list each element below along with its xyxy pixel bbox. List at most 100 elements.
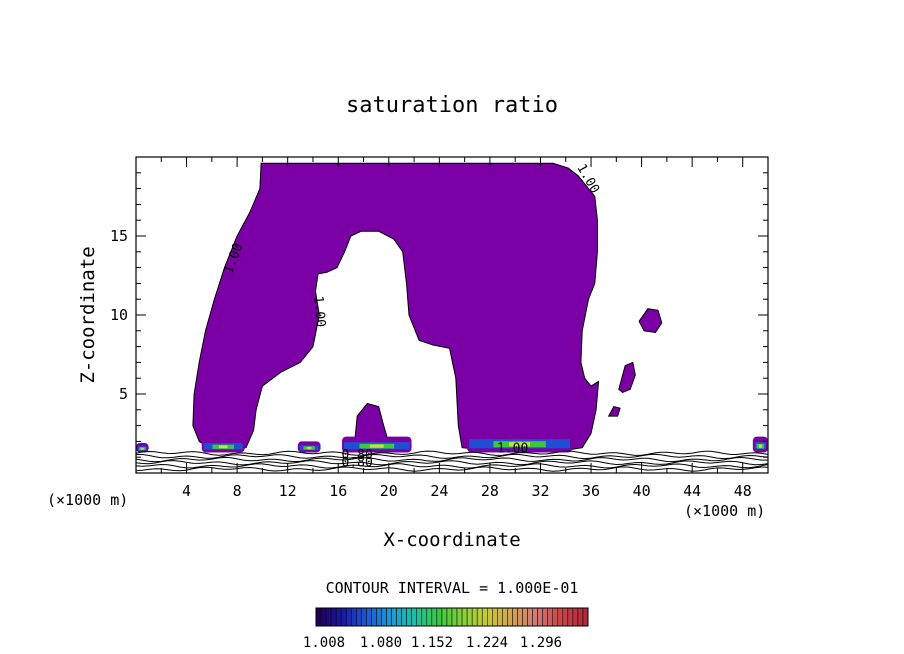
- x-axis-label: X-coordinate: [383, 529, 520, 551]
- colorbar-cell: [335, 607, 342, 627]
- surface-contour-line: [135, 456, 768, 463]
- x-unit-label-left: (×1000 m): [47, 491, 128, 509]
- colorbar-cell: [416, 607, 423, 627]
- x-tick-label: 16: [329, 482, 347, 500]
- colorbar-cell: [320, 607, 327, 627]
- colorbar-cell: [487, 607, 493, 627]
- colorbar-tick-label: 1.152: [411, 635, 453, 651]
- surface-contour-line: [135, 466, 769, 472]
- colorbar-tick-label: 1.224: [466, 635, 508, 651]
- colorbar-cell: [476, 607, 483, 627]
- colorbar-cell: [361, 607, 367, 627]
- colorbar-cell: [386, 607, 392, 627]
- colorbar-cell: [351, 607, 357, 627]
- surface-patch-band-yellow: [509, 442, 531, 447]
- colorbar-cell: [567, 607, 574, 627]
- colorbar-cell: [340, 607, 347, 627]
- colorbar-tick-labels: 1.008 1.080 1.152 1.224 1.296: [303, 635, 562, 651]
- plot-area: 1.001.001.001.000.800.80 4 8 12 16 20 24 28 32 3…: [110, 156, 769, 500]
- y-axis-label: Z-coordinate: [77, 246, 99, 383]
- x-tick-label: 8: [233, 482, 242, 500]
- surface-contour-line: [135, 463, 769, 469]
- colorbar-cell: [492, 607, 498, 627]
- contour-label: 1.00: [310, 295, 328, 328]
- y-tick-label: 5: [119, 385, 128, 403]
- surface-patches: [136, 431, 768, 453]
- surface-patch-band-yellow: [758, 444, 762, 448]
- colorbar-cell: [481, 607, 488, 627]
- colorbar-cell: [401, 607, 407, 627]
- colorbar-cell: [421, 607, 428, 627]
- colorbar-cell: [381, 607, 387, 627]
- colorbar-cell: [537, 607, 543, 627]
- colorbar-cell: [396, 607, 402, 627]
- surface-patch: [297, 441, 321, 453]
- x-axis-ticks: 4 8 12 16 20 24 28 32 36 40 44 48: [160, 157, 752, 500]
- colorbar-cell: [441, 607, 448, 627]
- x-tick-label: 12: [279, 482, 297, 500]
- colorbar-cell: [366, 607, 372, 627]
- surface-patch-band-yellow: [369, 444, 384, 448]
- colorbar-cell: [431, 607, 438, 627]
- x-tick-label: 32: [531, 482, 549, 500]
- colorbar-cell: [497, 607, 503, 627]
- colorbar-cell: [502, 607, 508, 627]
- surface-patch: [136, 442, 149, 453]
- colorbar-cell: [451, 607, 458, 627]
- colorbar-cell: [557, 607, 564, 627]
- colorbar-cell: [517, 607, 523, 627]
- x-tick-label: 28: [481, 482, 499, 500]
- colorbar-cell: [507, 607, 513, 627]
- colorbar-cell: [325, 607, 332, 627]
- x-tick-label: 48: [734, 482, 752, 500]
- y-tick-label: 10: [110, 306, 128, 324]
- colorbar-cell: [522, 607, 528, 627]
- region-isolated-cell-high: [638, 308, 663, 333]
- colorbar-cell: [345, 607, 352, 627]
- contour-label: 0.80: [342, 456, 373, 471]
- x-tick-label: 36: [582, 482, 600, 500]
- surface-contour-line: [135, 460, 769, 466]
- colorbar-cell: [356, 607, 362, 627]
- x-tick-label: 44: [683, 482, 701, 500]
- colorbar-cell: [446, 607, 453, 627]
- colorbar-cell: [461, 607, 468, 627]
- contour-label: 1.00: [497, 441, 528, 456]
- x-tick-label: 40: [633, 482, 651, 500]
- y-axis-ticks: 5 10 15: [110, 172, 768, 458]
- colorbar-cell: [542, 607, 548, 627]
- colorbar-cell: [552, 607, 559, 627]
- colorbar-cell: [471, 607, 478, 627]
- x-unit-label-right: (×1000 m): [684, 502, 765, 520]
- colorbar-cell: [527, 607, 533, 627]
- colorbar-cell: [376, 607, 382, 627]
- x-tick-label: 20: [380, 482, 398, 500]
- contour-interval-text: CONTOUR INTERVAL = 1.000E-01: [326, 579, 579, 597]
- surface-patch-band-yellow: [218, 445, 228, 449]
- colorbar-cell: [426, 607, 433, 627]
- colorbar-cell: [562, 607, 569, 627]
- surface-patch: [201, 438, 245, 453]
- colorbar-cell: [411, 607, 417, 627]
- colorbar-cell: [547, 607, 553, 627]
- surface-patch: [342, 436, 412, 453]
- surface-contour-line: [136, 453, 769, 460]
- chart-title: saturation ratio: [346, 93, 558, 118]
- surface-patch-band-yellow: [306, 446, 312, 450]
- colorbar-cell: [577, 607, 584, 627]
- colorbar-cell: [532, 607, 538, 627]
- y-tick-label: 15: [110, 227, 128, 245]
- colorbar-frame: [315, 607, 589, 627]
- contour-label: 0.80: [342, 448, 373, 463]
- colorbar-cell: [406, 607, 412, 627]
- colorbar-cell: [391, 607, 397, 627]
- surface-patch: [467, 431, 573, 453]
- colorbar-cell: [456, 607, 463, 627]
- colorbar-cell: [315, 607, 322, 627]
- surface-patch-band-yellow: [141, 447, 144, 450]
- colorbar-cell: [466, 607, 473, 627]
- surface-contour-line: [135, 450, 769, 456]
- colorbar-tick-label: 1.008: [303, 635, 345, 651]
- contour-labels: 1.001.001.001.000.800.80: [221, 162, 602, 471]
